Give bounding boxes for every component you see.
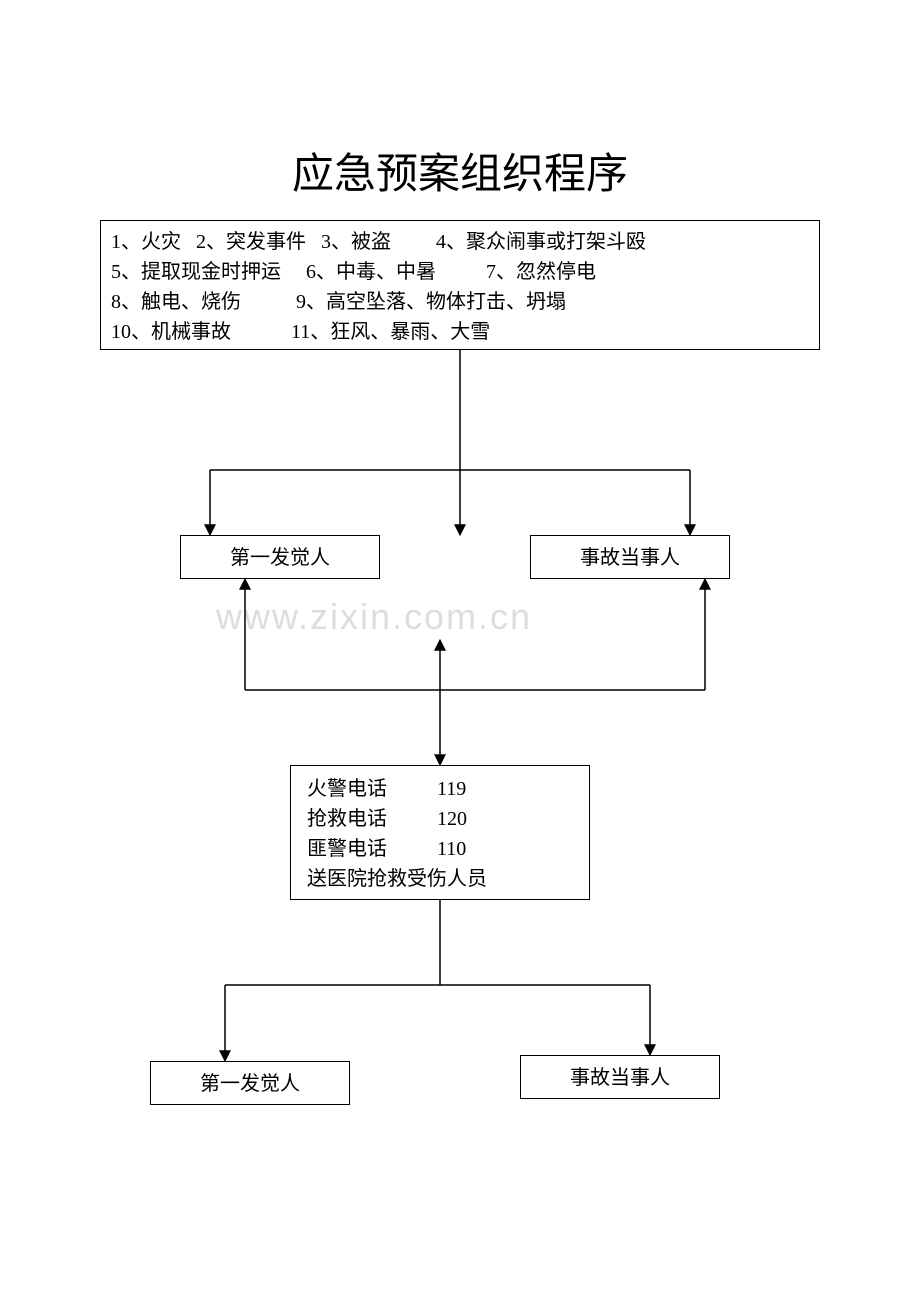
phone-label: 抢救电话 bbox=[307, 804, 437, 834]
accident-party-box-1: 事故当事人 bbox=[530, 535, 730, 579]
type-line: 10、机械事故 11、狂风、暴雨、大雪 bbox=[111, 317, 809, 347]
first-discoverer-box-2: 第一发觉人 bbox=[150, 1061, 350, 1105]
page-title: 应急预案组织程序 bbox=[0, 140, 920, 201]
phone-row: 匪警电话 110 bbox=[307, 834, 573, 864]
first-discoverer-box-1: 第一发觉人 bbox=[180, 535, 380, 579]
phone-number: 120 bbox=[437, 804, 467, 834]
phone-label: 匪警电话 bbox=[307, 834, 437, 864]
emergency-types-box: 1、火灾 2、突发事件 3、被盗 4、聚众闹事或打架斗殴 5、提取现金时押运 6… bbox=[100, 220, 820, 350]
type-line: 1、火灾 2、突发事件 3、被盗 4、聚众闹事或打架斗殴 bbox=[111, 227, 809, 257]
accident-party-box-2: 事故当事人 bbox=[520, 1055, 720, 1099]
type-line: 8、触电、烧伤 9、高空坠落、物体打击、坍塌 bbox=[111, 287, 809, 317]
watermark: www.zixin.com.cn bbox=[216, 596, 532, 638]
type-line: 5、提取现金时押运 6、中毒、中暑 7、忽然停电 bbox=[111, 257, 809, 287]
phone-row: 抢救电话 120 bbox=[307, 804, 573, 834]
phone-box-footer: 送医院抢救受伤人员 bbox=[307, 864, 573, 894]
phone-number: 110 bbox=[437, 834, 466, 864]
phone-label: 火警电话 bbox=[307, 774, 437, 804]
emergency-phone-box: 火警电话 119 抢救电话 120 匪警电话 110 送医院抢救受伤人员 bbox=[290, 765, 590, 900]
phone-number: 119 bbox=[437, 774, 466, 804]
phone-row: 火警电话 119 bbox=[307, 774, 573, 804]
